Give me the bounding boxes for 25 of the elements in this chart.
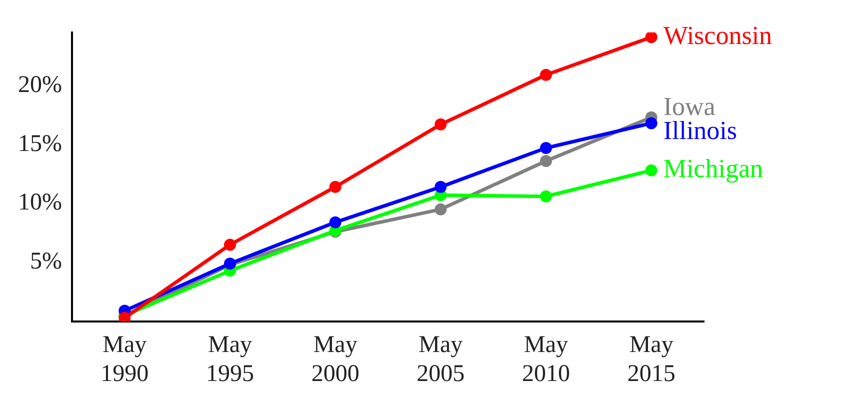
point [645,164,658,176]
point [540,190,552,202]
x-tick-label: May 2015 [627,332,676,387]
point [540,142,552,154]
y-tick-label: 5% [30,248,62,275]
y-tick-label: 20% [18,72,62,98]
point [540,68,552,81]
series-label: Wisconsin [663,20,772,50]
point [434,180,447,193]
point [329,180,342,193]
point [645,32,658,44]
x-tick-label: May 2010 [522,332,570,387]
x-tick-label: May 2005 [416,332,465,387]
point [645,117,658,130]
point [540,154,552,167]
x-tick-label: May 1995 [206,332,254,387]
point [434,203,447,216]
point [224,238,236,251]
x-tick-label: May 1990 [100,332,149,387]
y-tick-label: 15% [18,130,62,157]
x-tick-label: May 2000 [311,332,360,387]
point [434,118,447,130]
point [329,216,342,228]
series-label: Michigan [663,154,763,184]
y-tick-label: 10% [18,190,62,216]
